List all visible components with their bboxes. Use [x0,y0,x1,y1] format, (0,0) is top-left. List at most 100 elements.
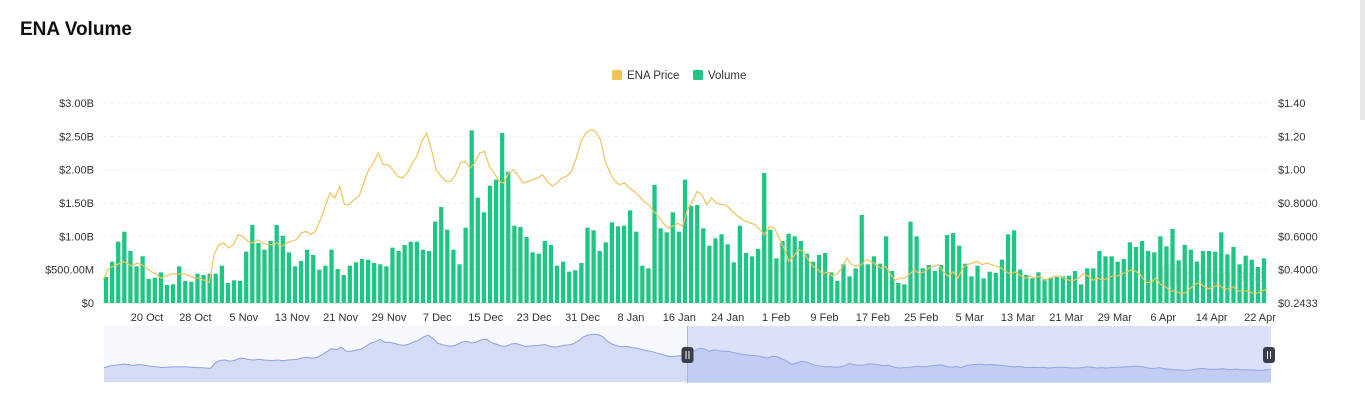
volume-bar[interactable] [1176,260,1181,303]
volume-bar[interactable] [823,253,828,303]
volume-bar[interactable] [378,264,383,303]
volume-bar[interactable] [932,271,937,303]
volume-bar[interactable] [420,249,426,303]
volume-bar[interactable] [652,185,657,303]
volume-bar[interactable] [664,232,669,303]
volume-bar[interactable] [177,266,182,303]
volume-bar[interactable] [798,241,803,303]
volume-bar[interactable] [628,210,633,303]
volume-bar[interactable] [439,207,444,303]
volume-bar[interactable] [457,264,462,303]
volume-bar[interactable] [298,261,304,303]
volume-bar[interactable] [829,272,834,303]
volume-bar[interactable] [262,249,267,303]
volume-bar[interactable] [390,247,395,303]
volume-bar[interactable] [938,265,944,303]
volume-bar[interactable] [591,230,596,303]
handle-grip-icon[interactable] [1263,347,1275,363]
volume-bar[interactable] [524,237,529,303]
volume-bar[interactable] [128,251,133,303]
volume-bar[interactable] [311,255,316,303]
volume-bar[interactable] [908,221,913,303]
volume-bar[interactable] [865,264,870,303]
volume-bar[interactable] [1066,275,1072,303]
volume-bar[interactable] [195,273,200,303]
volume-bar[interactable] [237,281,243,303]
volume-bar[interactable] [621,225,627,303]
volume-bar[interactable] [256,243,261,303]
volume-bar[interactable] [189,281,194,303]
volume-bar[interactable] [1085,268,1090,303]
volume-bar[interactable] [1060,276,1065,303]
volume-bar[interactable] [926,265,931,303]
volume-bar[interactable] [1018,269,1023,303]
volume-bar[interactable] [487,185,493,303]
volume-bar[interactable] [816,255,822,303]
volume-bar[interactable] [871,256,877,303]
volume-bar[interactable] [500,133,505,303]
volume-bar[interactable] [305,249,310,303]
volume-bar[interactable] [359,259,365,303]
volume-bar[interactable] [475,197,480,303]
volume-bar[interactable] [116,241,121,303]
volume-bar[interactable] [512,225,517,303]
volume-bar[interactable] [1133,247,1139,303]
volume-bar[interactable] [634,231,639,303]
volume-bar[interactable] [914,236,919,303]
volume-bar[interactable] [292,266,298,303]
volume-bar[interactable] [573,270,578,303]
volume-bar[interactable] [780,241,785,303]
volume-bar[interactable] [317,269,322,303]
handle-grip-icon[interactable] [681,347,694,363]
volume-bar[interactable] [414,241,419,303]
volume-bar[interactable] [158,272,164,303]
volume-bar[interactable] [646,268,651,303]
volume-bar[interactable] [1054,277,1059,303]
volume-bar[interactable] [609,222,615,303]
volume-bar[interactable] [451,249,456,303]
volume-bar[interactable] [335,269,340,303]
volume-bar[interactable] [231,280,237,303]
volume-bar[interactable] [1249,259,1254,303]
volume-bar[interactable] [408,241,413,303]
volume-bar[interactable] [1005,234,1011,303]
volume-bar[interactable] [518,227,523,303]
volume-bar[interactable] [506,171,511,303]
volume-bar[interactable] [1078,284,1084,303]
volume-bar[interactable] [713,238,718,303]
volume-bar[interactable] [701,228,706,303]
legend-label-1[interactable]: Volume [708,70,746,82]
volume-bar[interactable] [853,268,858,303]
volume-bar[interactable] [615,226,621,303]
volume-bar[interactable] [1200,251,1206,303]
volume-bar[interactable] [1194,261,1200,303]
volume-bar[interactable] [353,262,359,303]
volume-bar[interactable] [1164,246,1169,303]
volume-bar[interactable] [402,245,407,303]
volume-bar[interactable] [1091,268,1096,303]
volume-bar[interactable] [493,179,499,303]
volume-bar[interactable] [280,235,285,303]
legend-swatch-1[interactable] [693,70,703,80]
volume-bar[interactable] [603,242,608,303]
volume-bar[interactable] [987,271,992,303]
volume-bar[interactable] [213,273,218,303]
volume-bar[interactable] [762,173,767,303]
volume-bar[interactable] [841,264,846,303]
volume-bar[interactable] [682,179,688,303]
volume-bar[interactable] [152,277,157,303]
volume-bar[interactable] [969,276,974,303]
volume-bar[interactable] [719,234,724,303]
volume-bar[interactable] [902,284,907,303]
volume-bar[interactable] [554,265,560,303]
volume-bar[interactable] [963,263,968,303]
volume-bar[interactable] [286,252,292,303]
volume-bar[interactable] [688,205,694,303]
volume-bar[interactable] [122,231,127,303]
volume-bar[interactable] [1030,278,1035,303]
volume-bar[interactable] [1024,275,1029,303]
volume-bar[interactable] [372,263,377,303]
volume-bar[interactable] [847,276,852,303]
volume-bar[interactable] [975,265,980,303]
volume-bar[interactable] [329,249,334,303]
